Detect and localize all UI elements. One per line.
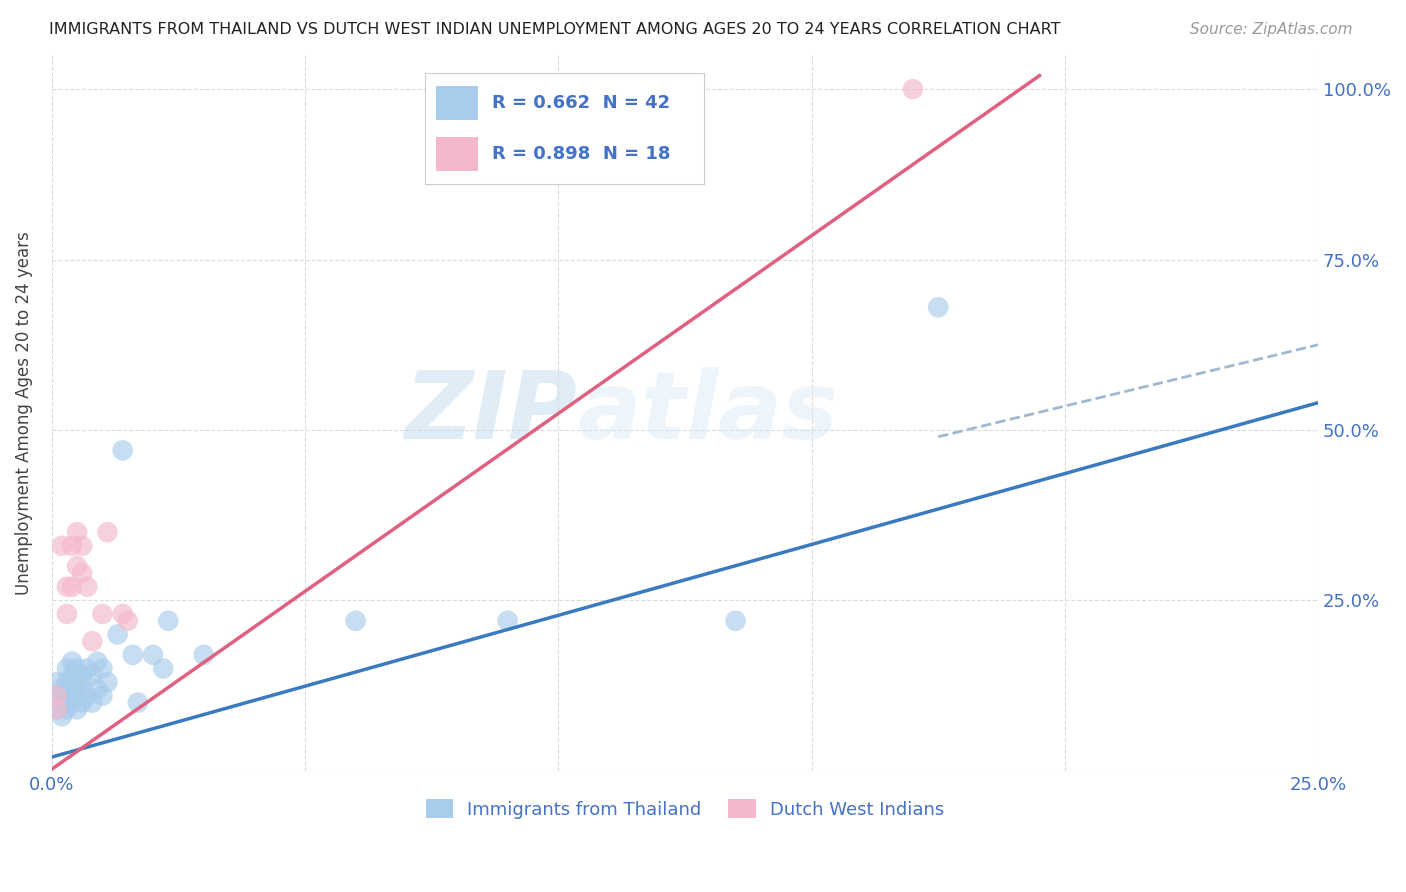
Point — [51, 681, 73, 696]
Point — [157, 614, 180, 628]
Point — [91, 607, 114, 621]
Point — [56, 689, 79, 703]
Point — [86, 681, 108, 696]
Point — [60, 655, 83, 669]
Point — [66, 675, 89, 690]
Point — [91, 661, 114, 675]
Point — [96, 525, 118, 540]
Y-axis label: Unemployment Among Ages 20 to 24 years: Unemployment Among Ages 20 to 24 years — [15, 231, 32, 595]
Point — [60, 668, 83, 682]
Point — [496, 614, 519, 628]
Point — [60, 539, 83, 553]
Point — [56, 607, 79, 621]
Point — [45, 702, 67, 716]
Point — [56, 702, 79, 716]
Point — [56, 675, 79, 690]
Point — [901, 82, 924, 96]
Point — [76, 661, 98, 675]
Text: IMMIGRANTS FROM THAILAND VS DUTCH WEST INDIAN UNEMPLOYMENT AMONG AGES 20 TO 24 Y: IMMIGRANTS FROM THAILAND VS DUTCH WEST I… — [49, 22, 1060, 37]
Point — [70, 566, 93, 580]
Point — [91, 689, 114, 703]
Legend: Immigrants from Thailand, Dutch West Indians: Immigrants from Thailand, Dutch West Ind… — [419, 792, 952, 826]
Point — [82, 634, 104, 648]
Point — [66, 559, 89, 574]
Point — [51, 709, 73, 723]
Point — [45, 689, 67, 703]
Point — [142, 648, 165, 662]
Point — [45, 675, 67, 690]
Point — [66, 702, 89, 716]
Point — [70, 681, 93, 696]
Point — [70, 539, 93, 553]
Point — [60, 681, 83, 696]
Point — [66, 525, 89, 540]
Point — [82, 668, 104, 682]
Point — [66, 689, 89, 703]
Text: Source: ZipAtlas.com: Source: ZipAtlas.com — [1189, 22, 1353, 37]
Point — [111, 443, 134, 458]
Point — [344, 614, 367, 628]
Point — [117, 614, 139, 628]
Point — [60, 696, 83, 710]
Point — [66, 661, 89, 675]
Point — [96, 675, 118, 690]
Point — [45, 702, 67, 716]
Point — [121, 648, 143, 662]
Point — [82, 696, 104, 710]
Point — [56, 661, 79, 675]
Point — [51, 696, 73, 710]
Point — [152, 661, 174, 675]
Point — [724, 614, 747, 628]
Point — [111, 607, 134, 621]
Point — [193, 648, 215, 662]
Point — [70, 668, 93, 682]
Point — [45, 689, 67, 703]
Point — [70, 696, 93, 710]
Text: ZIP: ZIP — [405, 367, 578, 458]
Point — [927, 300, 949, 314]
Point — [76, 580, 98, 594]
Point — [107, 627, 129, 641]
Point — [60, 580, 83, 594]
Point — [86, 655, 108, 669]
Text: atlas: atlas — [578, 367, 838, 458]
Point — [56, 580, 79, 594]
Point — [76, 689, 98, 703]
Point — [127, 696, 149, 710]
Point — [51, 539, 73, 553]
